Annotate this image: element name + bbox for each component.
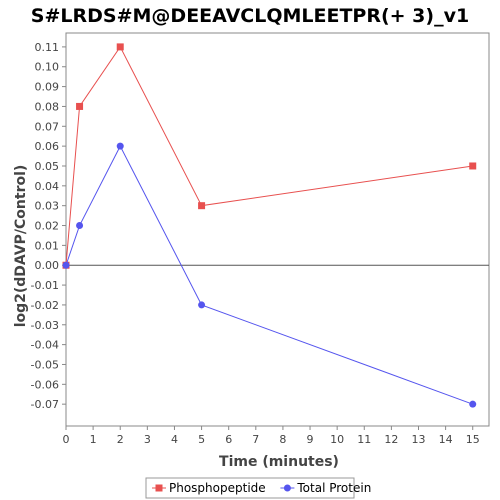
y-tick-label: 0.05 — [35, 160, 60, 173]
series-total-protein — [62, 142, 477, 408]
x-tick-label: 6 — [225, 433, 232, 446]
x-axis-label: Time (minutes) — [219, 454, 339, 470]
data-point — [76, 222, 84, 230]
y-tick-label: 0.11 — [35, 41, 60, 54]
y-tick-label: 0.10 — [35, 61, 60, 74]
y-tick-label: 0.02 — [35, 220, 60, 233]
x-tick-label: 9 — [307, 433, 314, 446]
legend-label: Total Protein — [296, 481, 371, 495]
y-tick-label: 0.08 — [35, 100, 60, 113]
y-tick-label: 0.09 — [35, 81, 60, 94]
data-point — [198, 202, 206, 210]
y-tick-label: 0.04 — [35, 180, 60, 193]
data-point — [469, 162, 477, 170]
y-tick-label: -0.07 — [31, 398, 59, 411]
data-point — [469, 400, 477, 408]
legend-box — [145, 477, 355, 499]
data-point — [76, 102, 84, 110]
y-tick-label: -0.04 — [31, 339, 59, 352]
y-tick-label: 0.00 — [35, 259, 60, 272]
y-tick-label: -0.03 — [31, 319, 59, 332]
y-tick-label: 0.07 — [35, 120, 60, 133]
y-tick-label: -0.05 — [31, 358, 59, 371]
y-tick-label: -0.06 — [31, 378, 59, 391]
legend-item: Phosphopeptide — [152, 481, 266, 495]
x-tick-label: 4 — [171, 433, 178, 446]
x-tick-label: 0 — [63, 433, 70, 446]
legend: Phosphopeptide Total Protein — [145, 477, 371, 499]
x-tick-label: 1 — [90, 433, 97, 446]
y-axis-label: log2(dDAVP/Control) — [13, 165, 29, 328]
x-tick-label: 12 — [384, 433, 398, 446]
x-tick-label: 15 — [466, 433, 480, 446]
x-tick-label: 3 — [144, 433, 151, 446]
x-tick-label: 8 — [279, 433, 286, 446]
y-tick-label: -0.02 — [31, 299, 59, 312]
legend-marker — [155, 484, 163, 492]
legend-item: Total Protein — [280, 481, 371, 495]
x-tick-label: 10 — [330, 433, 344, 446]
legend-marker — [283, 484, 291, 492]
y-axis: 0.11 0.10 0.09 0.08 0.07 0.06 0.05 0.04 0.03 0.02… — [31, 41, 66, 411]
x-tick-label: 5 — [198, 433, 205, 446]
y-tick-label: -0.01 — [31, 279, 59, 292]
data-point — [116, 43, 124, 51]
x-tick-label: 2 — [117, 433, 124, 446]
series-layer — [62, 43, 477, 408]
legend-label: Phosphopeptide — [169, 481, 266, 495]
y-tick-label: 0.03 — [35, 200, 60, 213]
data-point — [62, 261, 70, 269]
x-tick-label: 14 — [439, 433, 453, 446]
x-tick-label: 13 — [412, 433, 426, 446]
x-tick-label: 7 — [252, 433, 259, 446]
y-tick-label: 0.06 — [35, 140, 60, 153]
data-point — [198, 301, 206, 309]
x-axis: 0 1 2 3 4 5 6 7 8 9 10 11 12 13 14 15 — [63, 426, 480, 446]
y-tick-label: 0.01 — [35, 239, 60, 252]
chart-title: S#LRDS#M@DEEAVCLQMLEETPR(+ 3)_v1 — [31, 5, 469, 27]
x-tick-label: 11 — [357, 433, 371, 446]
plot-area — [65, 32, 490, 427]
data-point — [116, 142, 124, 150]
